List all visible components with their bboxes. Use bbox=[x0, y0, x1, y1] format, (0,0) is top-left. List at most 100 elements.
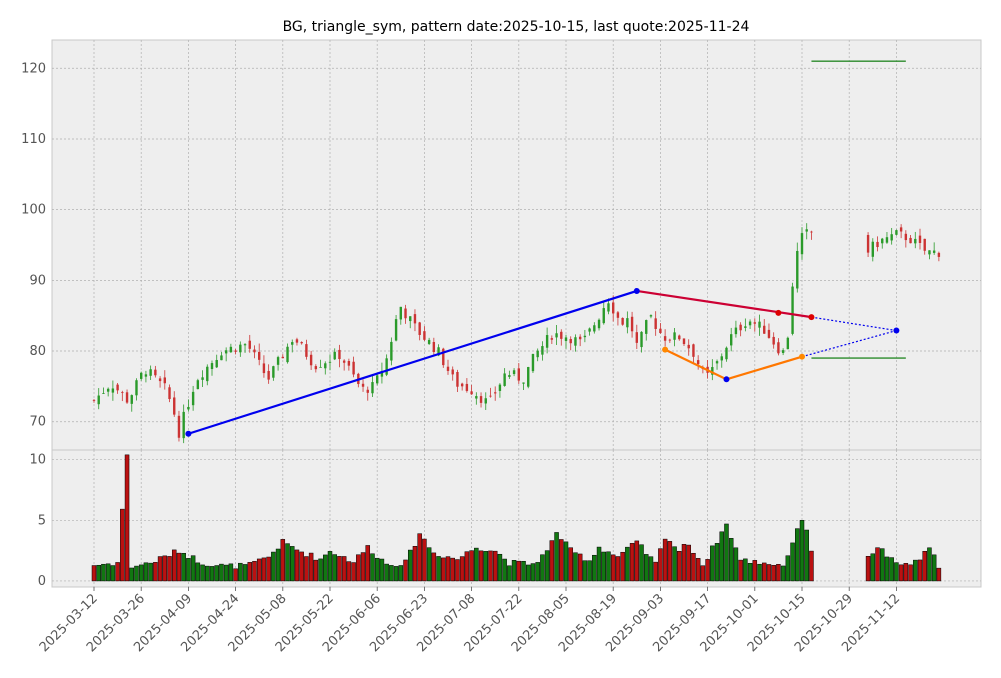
volume-bar bbox=[596, 546, 602, 582]
volume-bar bbox=[511, 560, 517, 582]
volume-bar bbox=[143, 562, 149, 582]
candle-body bbox=[928, 250, 931, 255]
candle-body bbox=[291, 342, 294, 345]
candle-body bbox=[130, 395, 133, 404]
price-tick-label: 110 bbox=[21, 132, 46, 147]
candle-body bbox=[682, 338, 686, 345]
candle-body bbox=[536, 350, 539, 358]
volume-bar bbox=[96, 564, 101, 582]
candle-body bbox=[399, 306, 402, 320]
volume-bar bbox=[148, 562, 153, 582]
candle-body bbox=[564, 337, 568, 341]
candle-body bbox=[413, 314, 417, 324]
candle-body bbox=[267, 370, 270, 380]
volume-bar bbox=[889, 557, 894, 582]
pattern-marker bbox=[893, 327, 900, 334]
volume-bar bbox=[780, 565, 786, 582]
volume-bar bbox=[162, 555, 168, 582]
candle-body bbox=[918, 235, 922, 243]
volume-bar bbox=[563, 541, 569, 582]
volume-bar bbox=[167, 556, 172, 582]
candle-body bbox=[333, 351, 336, 360]
volume-bar bbox=[724, 523, 729, 582]
volume-bar bbox=[242, 564, 248, 582]
volume-bar bbox=[323, 554, 328, 582]
candle-body bbox=[914, 238, 917, 244]
candle-body bbox=[545, 335, 549, 348]
volume-bar bbox=[176, 552, 182, 582]
volume-bar bbox=[610, 554, 616, 582]
candle-body bbox=[229, 346, 233, 353]
volume-bar bbox=[658, 548, 663, 582]
volume-bar bbox=[318, 558, 323, 582]
upper-trendline bbox=[636, 289, 812, 319]
volume-tick-label: 10 bbox=[29, 453, 46, 468]
candle-body bbox=[895, 230, 898, 235]
candle-body bbox=[678, 335, 681, 340]
volume-bar bbox=[795, 528, 800, 582]
volume-bar bbox=[228, 563, 234, 582]
candle-body bbox=[866, 234, 870, 253]
candle-body bbox=[616, 312, 620, 318]
volume-bar bbox=[431, 552, 437, 582]
candle-body bbox=[319, 366, 322, 368]
volume-bar bbox=[469, 550, 474, 582]
candle-body bbox=[786, 337, 790, 350]
volume-bar bbox=[256, 558, 262, 582]
candle-body bbox=[494, 392, 497, 394]
candle-body bbox=[173, 397, 176, 415]
candle-body bbox=[328, 361, 332, 363]
volume-bar bbox=[738, 559, 743, 582]
candle-body bbox=[550, 338, 554, 340]
candle-body bbox=[744, 326, 747, 328]
chart-title: BG, triangle_sym, pattern date:2025-10-1… bbox=[283, 19, 750, 35]
volume-bar bbox=[771, 565, 776, 582]
candle-body bbox=[442, 348, 445, 366]
volume-bar bbox=[365, 545, 371, 582]
candle-body bbox=[220, 355, 223, 361]
volume-bar bbox=[733, 547, 739, 582]
candle-body bbox=[734, 327, 738, 335]
candle-body bbox=[324, 363, 327, 369]
candle-body bbox=[163, 377, 166, 384]
volume-bar bbox=[417, 533, 422, 582]
candle-body bbox=[475, 396, 478, 399]
candle-body bbox=[498, 384, 502, 391]
volume-bar bbox=[879, 548, 885, 582]
candle-body bbox=[503, 373, 506, 386]
candle-body bbox=[423, 331, 426, 340]
volume-bar bbox=[398, 565, 404, 582]
candle-body bbox=[659, 328, 662, 334]
candle-body bbox=[772, 336, 775, 345]
grid-lines bbox=[52, 40, 981, 587]
volume-bar bbox=[625, 546, 630, 582]
candle-body bbox=[517, 368, 520, 381]
volume-bar bbox=[304, 556, 309, 582]
candle-body bbox=[484, 398, 487, 404]
candle-body bbox=[465, 383, 469, 391]
candle-body bbox=[531, 353, 535, 372]
volume-bar bbox=[601, 551, 607, 582]
volume-bar bbox=[927, 547, 932, 582]
candle-body bbox=[621, 317, 624, 325]
volume-bar bbox=[757, 563, 762, 582]
candle-body bbox=[781, 350, 785, 353]
volume-bar bbox=[134, 565, 139, 582]
volume-bar bbox=[667, 541, 673, 582]
candle-body bbox=[730, 334, 733, 346]
volume-bar bbox=[643, 554, 649, 582]
volume-bar bbox=[110, 565, 116, 582]
volume-bar bbox=[261, 557, 267, 582]
volume-bar bbox=[219, 563, 224, 582]
candle-body bbox=[904, 233, 908, 241]
candle-body bbox=[234, 350, 237, 352]
projection-lower bbox=[801, 329, 897, 358]
volume-bar bbox=[799, 520, 805, 582]
volume-bar bbox=[931, 554, 937, 582]
volume-bar bbox=[412, 546, 418, 582]
candle-body bbox=[352, 361, 355, 375]
volume-bar bbox=[327, 551, 333, 582]
candle-body bbox=[366, 389, 369, 393]
volume-bar bbox=[573, 552, 578, 582]
